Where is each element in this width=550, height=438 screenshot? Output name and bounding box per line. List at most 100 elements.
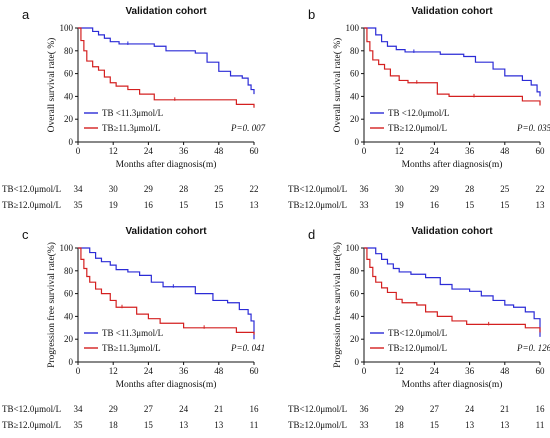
risk-row-label: TB≥12.0μmol/L (288, 420, 347, 430)
risk-count: 27 (430, 404, 440, 414)
x-axis-label: Months after diagnosis(m) (116, 379, 217, 390)
legend-entry: TB<12.0μmol/L (388, 328, 447, 338)
series-line-low-tb (78, 247, 255, 340)
risk-count: 15 (179, 200, 189, 210)
risk-count: 28 (179, 184, 189, 194)
series-line-high-tb (78, 247, 255, 335)
risk-count: 13 (179, 420, 189, 430)
risk-count: 28 (465, 184, 475, 194)
risk-count: 27 (144, 404, 154, 414)
panel-label: d (308, 227, 315, 242)
risk-count: 29 (430, 184, 440, 194)
x-axis-label: Months after diagnosis(m) (116, 159, 217, 170)
risk-count: 21 (500, 404, 509, 414)
risk-count: 34 (74, 184, 84, 194)
km-panel-c: c Validation cohort 0 12 24 36 48 60 0 20 40 60 80 10… (2, 226, 265, 430)
risk-count: 30 (395, 184, 405, 194)
x-tick-label: 60 (536, 366, 546, 376)
risk-count: 25 (214, 184, 224, 194)
risk-count: 16 (536, 404, 546, 414)
series-line-high-tb (364, 27, 541, 106)
x-tick-label: 12 (395, 146, 404, 156)
km-panel-a: a Validation cohort 0 12 24 36 48 60 0 20 40 60 80 10… (2, 6, 266, 210)
risk-count: 18 (395, 420, 405, 430)
x-tick-label: 36 (179, 366, 189, 376)
series-line-low-tb (78, 27, 255, 95)
risk-count: 16 (250, 404, 260, 414)
y-axis-label: Progression free survival rate(%) (46, 242, 57, 368)
x-tick-label: 60 (536, 146, 546, 156)
y-tick-label: 40 (350, 311, 360, 321)
risk-count: 15 (144, 420, 154, 430)
legend-entry: TB≥12.0μmol/L (388, 123, 447, 133)
risk-count: 29 (144, 184, 154, 194)
risk-count: 19 (395, 200, 405, 210)
risk-count: 15 (430, 420, 440, 430)
panel-label: a (22, 7, 30, 22)
series-line-low-tb (364, 247, 541, 337)
risk-count: 15 (500, 200, 510, 210)
x-tick-label: 12 (109, 366, 118, 376)
x-tick-label: 24 (144, 146, 154, 156)
legend-entry: TB≥11.3μmol/L (102, 343, 161, 353)
risk-count: 24 (179, 404, 189, 414)
y-tick-label: 40 (64, 91, 74, 101)
y-tick-label: 60 (64, 69, 74, 79)
risk-count: 11 (536, 420, 545, 430)
risk-count: 36 (360, 404, 370, 414)
y-tick-label: 60 (350, 289, 360, 299)
y-tick-label: 100 (60, 243, 74, 253)
km-panel-b: b Validation cohort 0 12 24 36 48 60 0 20 40 60 80 10… (288, 6, 550, 210)
risk-count: 33 (360, 200, 370, 210)
risk-count: 33 (360, 420, 370, 430)
risk-count: 13 (214, 420, 224, 430)
km-panel-d: d Validation cohort 0 12 24 36 48 60 0 20 40 60 80 10… (288, 226, 550, 430)
risk-count: 35 (74, 420, 84, 430)
y-tick-label: 0 (355, 357, 360, 367)
series-line-high-tb (364, 247, 541, 333)
x-tick-label: 0 (76, 366, 81, 376)
x-axis-label: Months after diagnosis(m) (402, 379, 503, 390)
x-tick-label: 60 (250, 366, 260, 376)
risk-count: 15 (214, 200, 224, 210)
y-axis-label: Overall survival rate( %) (332, 38, 343, 133)
chart-title: Validation cohort (125, 6, 207, 17)
chart-title: Validation cohort (411, 6, 493, 17)
x-tick-label: 24 (144, 366, 154, 376)
x-tick-label: 36 (465, 366, 475, 376)
risk-count: 25 (500, 184, 510, 194)
y-axis-label: Progression free survival rate(%) (332, 242, 343, 368)
x-axis-label: Months after diagnosis(m) (402, 159, 503, 170)
y-tick-label: 100 (346, 23, 360, 33)
risk-count: 16 (144, 200, 154, 210)
x-tick-label: 0 (362, 146, 367, 156)
series-line-low-tb (364, 27, 541, 97)
y-tick-label: 20 (64, 114, 74, 124)
panel-label: c (22, 227, 29, 242)
chart-title: Validation cohort (411, 226, 493, 237)
x-tick-label: 48 (214, 146, 224, 156)
y-tick-label: 80 (350, 266, 360, 276)
x-tick-label: 36 (179, 146, 189, 156)
risk-count: 18 (109, 420, 119, 430)
y-tick-label: 100 (60, 23, 74, 33)
y-tick-label: 40 (64, 311, 74, 321)
y-tick-label: 20 (350, 114, 360, 124)
x-tick-label: 48 (500, 366, 510, 376)
risk-count: 29 (395, 404, 405, 414)
risk-count: 13 (250, 200, 260, 210)
risk-count: 16 (430, 200, 440, 210)
y-tick-label: 40 (350, 91, 360, 101)
y-tick-label: 60 (350, 69, 360, 79)
y-tick-label: 20 (350, 334, 360, 344)
risk-count: 22 (250, 184, 259, 194)
x-tick-label: 24 (430, 146, 440, 156)
risk-row-label: TB≥12.0μmol/L (2, 200, 61, 210)
risk-count: 11 (250, 420, 259, 430)
risk-row-label: TB<12.0μmol/L (288, 184, 347, 194)
series-line-high-tb (78, 27, 255, 108)
y-tick-label: 0 (69, 137, 74, 147)
risk-row-label: TB<12.0μmol/L (2, 184, 61, 194)
p-value: P=0. 035 (516, 123, 550, 133)
